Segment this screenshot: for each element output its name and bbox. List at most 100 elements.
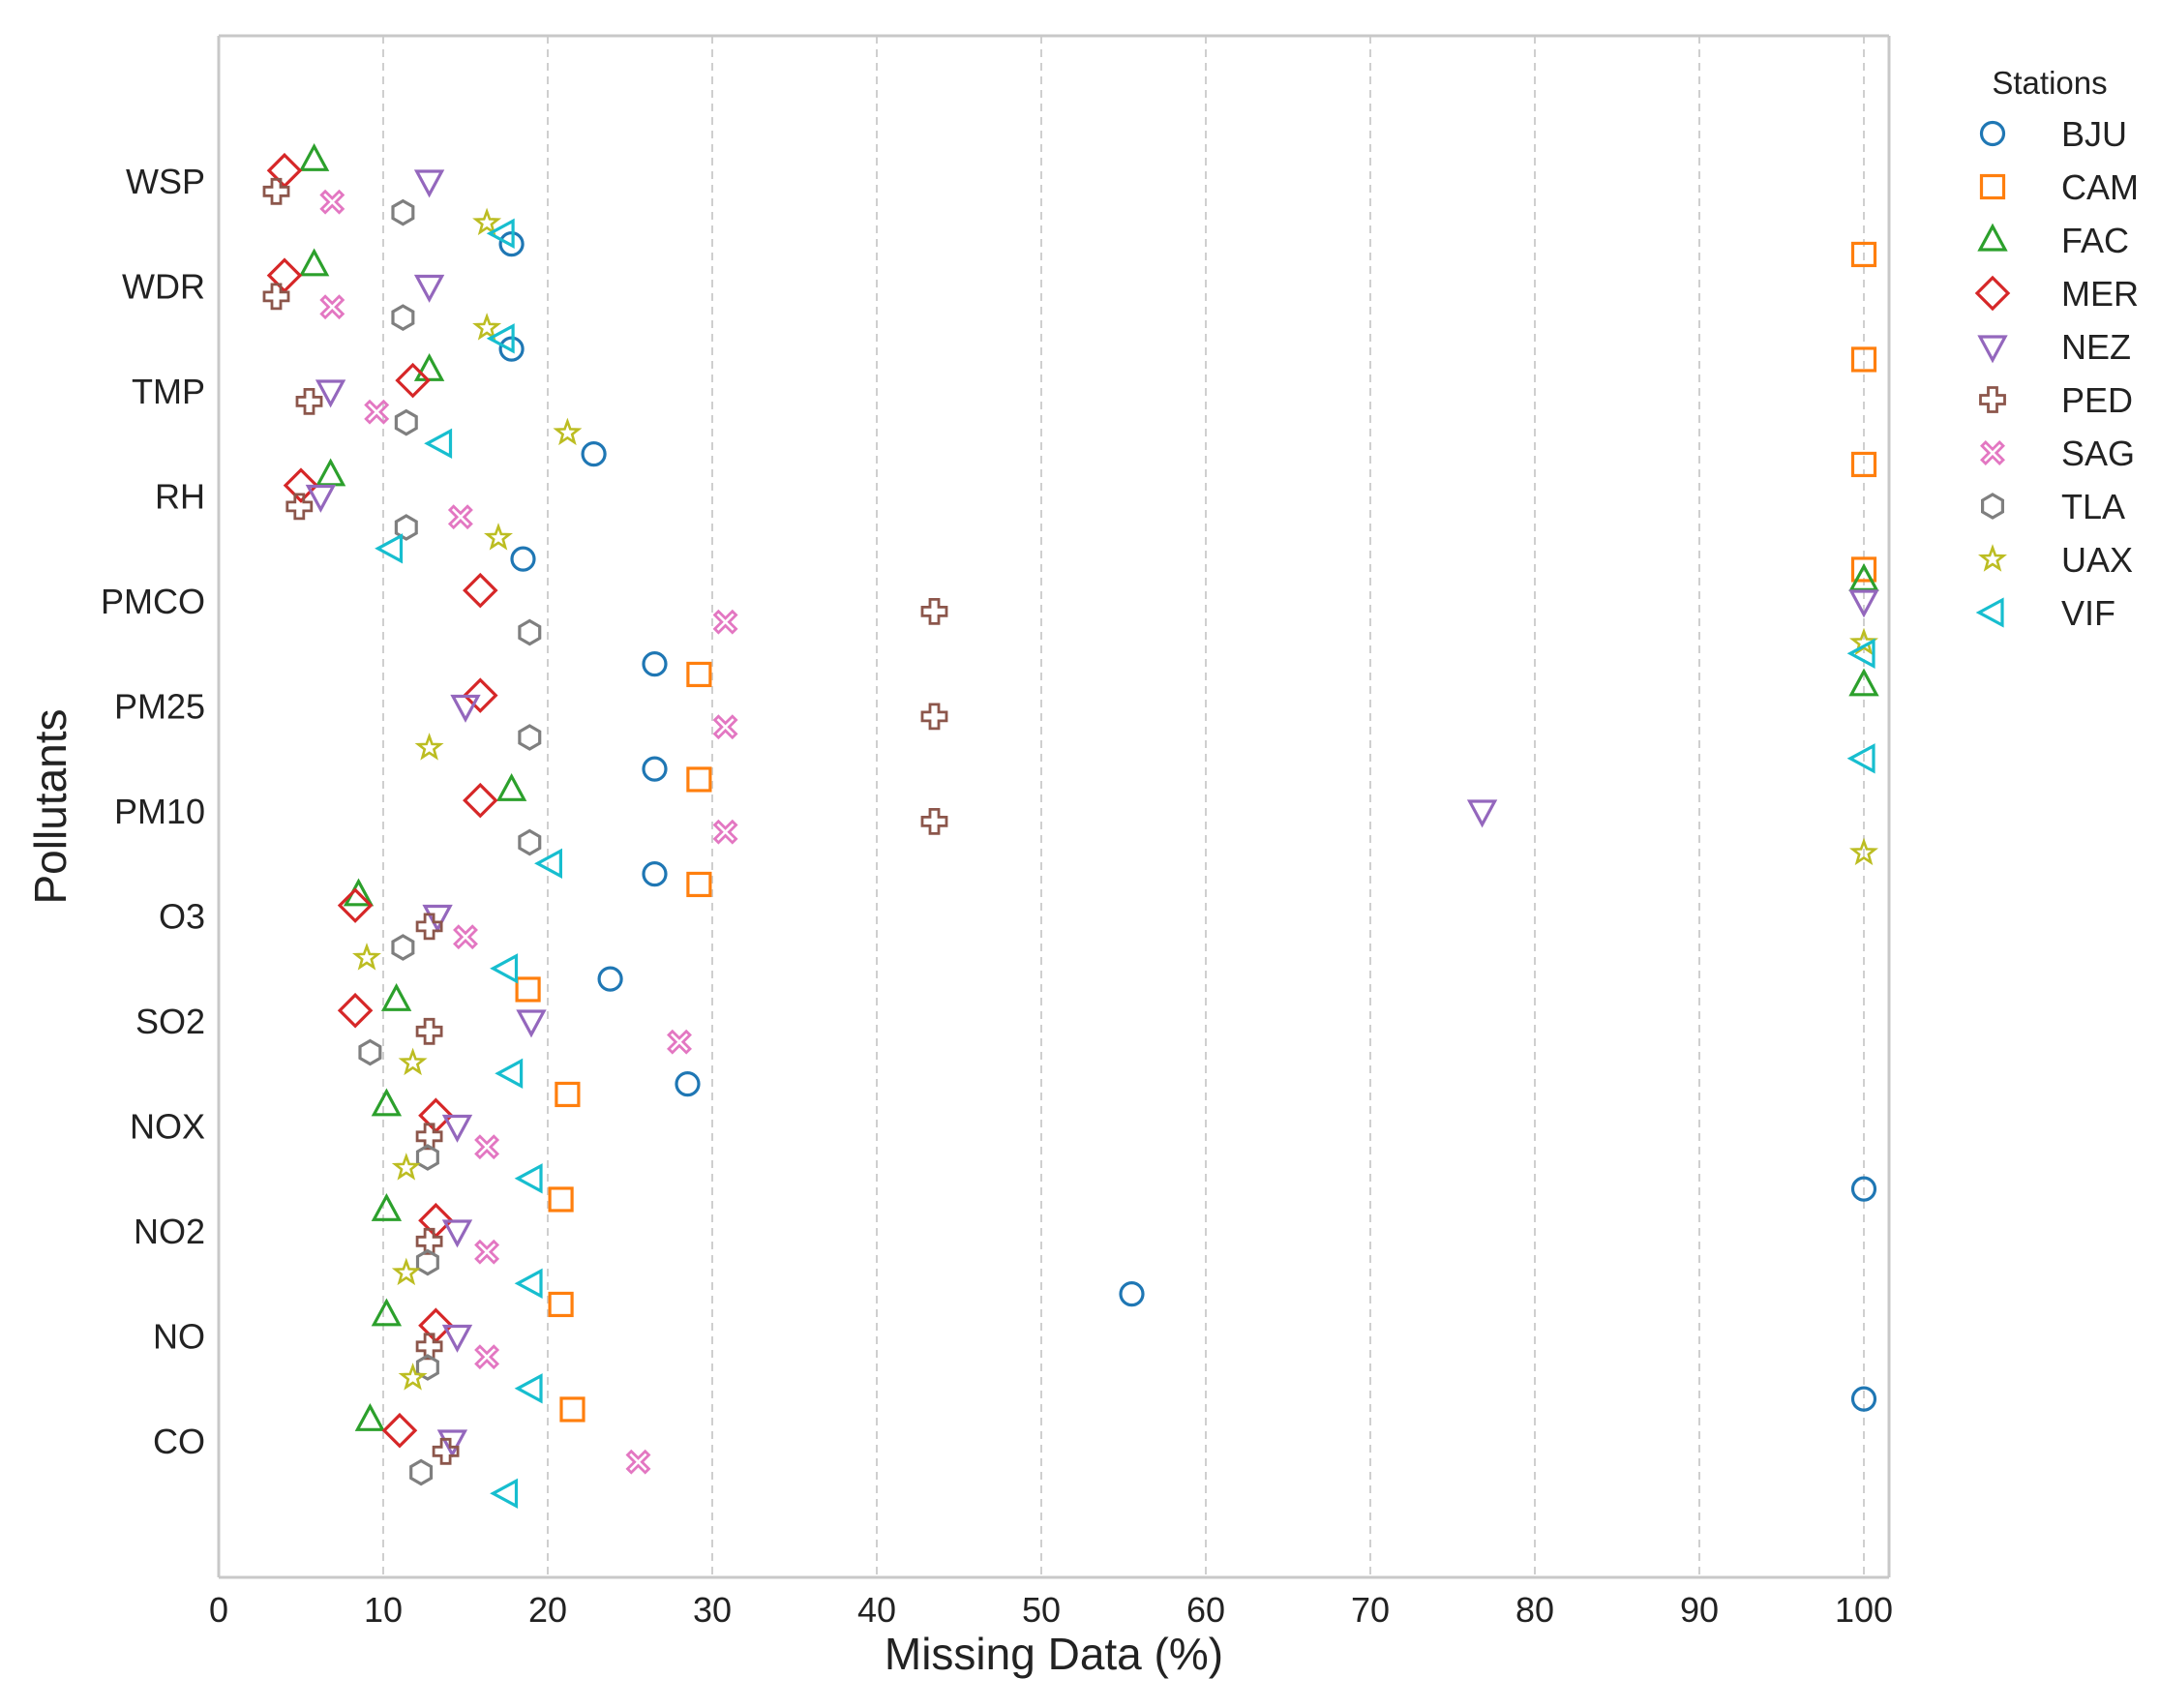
point-sag-co xyxy=(625,1449,651,1475)
point-nez-nox xyxy=(441,1114,473,1143)
legend-marker-vif xyxy=(1975,597,2004,628)
point-tla-co xyxy=(409,1458,434,1486)
point-cam-no xyxy=(548,1291,574,1318)
x-tick-label-20: 20 xyxy=(528,1590,567,1630)
point-vif-rh xyxy=(375,533,404,564)
point-fac-co xyxy=(354,1402,386,1431)
point-sag-pm10 xyxy=(712,819,738,845)
point-tla-pm10 xyxy=(518,828,542,856)
point-tla-wdr xyxy=(391,304,415,331)
point-nez-pm10 xyxy=(1466,799,1498,828)
legend-label-mer: MER xyxy=(2061,274,2139,314)
legend-label-sag: SAG xyxy=(2061,434,2135,473)
point-nez-no2 xyxy=(441,1219,473,1248)
y-tick-label-tmp: TMP xyxy=(132,372,205,411)
x-tick-label-70: 70 xyxy=(1351,1590,1390,1630)
point-sag-pmco xyxy=(712,609,738,635)
point-tla-so2 xyxy=(358,1038,382,1066)
point-uax-wdr xyxy=(472,313,502,341)
point-cam-rh xyxy=(1850,451,1877,478)
point-sag-pm25 xyxy=(712,714,738,740)
legend-marker-nez xyxy=(1977,335,2008,364)
grid-lines xyxy=(382,36,1865,1577)
point-sag-wsp xyxy=(319,189,345,215)
point-vif-pm10 xyxy=(534,848,563,879)
point-cam-pm10 xyxy=(686,766,712,793)
point-cam-tmp xyxy=(1850,346,1877,373)
point-ped-pm25 xyxy=(920,703,948,731)
y-tick-label-rh: RH xyxy=(155,477,205,517)
data-points xyxy=(262,142,1879,1509)
point-vif-wdr xyxy=(486,323,515,354)
point-tla-o3 xyxy=(391,934,415,961)
point-mer-co xyxy=(381,1412,418,1449)
point-fac-no xyxy=(371,1298,403,1327)
point-nez-no xyxy=(441,1324,473,1353)
x-tick-label-60: 60 xyxy=(1186,1590,1225,1630)
y-tick-label-wsp: WSP xyxy=(126,162,205,201)
point-mer-rh xyxy=(283,467,319,503)
legend-marker-sag xyxy=(1980,440,2005,465)
legend-label-fac: FAC xyxy=(2061,221,2129,260)
point-bju-pmco xyxy=(510,546,536,572)
x-tick-label-90: 90 xyxy=(1680,1590,1719,1630)
point-fac-nox xyxy=(371,1088,403,1117)
y-tick-label-nox: NOX xyxy=(130,1107,205,1147)
point-fac-tmp xyxy=(413,352,445,381)
point-uax-no xyxy=(398,1363,428,1391)
point-vif-pm25 xyxy=(1846,743,1875,774)
point-fac-pmco xyxy=(1848,562,1879,591)
point-sag-rh xyxy=(447,504,473,530)
point-fac-pm10 xyxy=(495,772,527,801)
point-ped-wdr xyxy=(262,283,290,311)
point-nez-wdr xyxy=(413,274,445,303)
x-tick-label-0: 0 xyxy=(209,1590,228,1630)
point-cam-wdr xyxy=(1850,241,1877,268)
point-mer-so2 xyxy=(337,992,374,1029)
y-tick-label-pmco: PMCO xyxy=(101,582,205,621)
point-cam-no2 xyxy=(548,1186,574,1213)
point-mer-wdr xyxy=(266,257,303,293)
x-tick-label-100: 100 xyxy=(1835,1590,1893,1630)
point-fac-pm25 xyxy=(1848,668,1879,697)
point-sag-so2 xyxy=(667,1029,692,1055)
point-tla-tmp xyxy=(394,408,418,436)
point-tla-wsp xyxy=(391,198,415,226)
point-bju-no xyxy=(1119,1280,1145,1307)
point-sag-no xyxy=(474,1344,500,1370)
x-axis-title: Missing Data (%) xyxy=(885,1629,1223,1679)
legend-label-nez: NEZ xyxy=(2061,327,2131,367)
point-bju-co xyxy=(1850,1386,1877,1412)
point-uax-wsp xyxy=(472,207,502,236)
legend-label-bju: BJU xyxy=(2061,114,2127,154)
point-sag-o3 xyxy=(453,924,478,950)
x-tick-label-40: 40 xyxy=(857,1590,896,1630)
y-tick-label-co: CO xyxy=(153,1422,205,1461)
x-tick-label-30: 30 xyxy=(693,1590,732,1630)
point-bju-o3 xyxy=(642,860,668,887)
point-bju-nox xyxy=(675,1070,701,1097)
point-nez-pmco xyxy=(1848,589,1879,618)
point-sag-no2 xyxy=(474,1239,500,1265)
point-vif-wsp xyxy=(486,218,515,249)
point-sag-wdr xyxy=(319,294,345,320)
point-nez-rh xyxy=(305,484,337,513)
point-cam-nox xyxy=(555,1081,581,1108)
point-nez-wsp xyxy=(413,169,445,198)
point-bju-so2 xyxy=(597,966,623,992)
legend-marker-bju xyxy=(1979,120,2006,147)
point-bju-pm10 xyxy=(642,756,668,782)
legend-label-vif: VIF xyxy=(2061,593,2115,633)
y-tick-label-pm25: PM25 xyxy=(114,687,205,727)
point-ped-wsp xyxy=(262,177,290,205)
point-fac-so2 xyxy=(380,982,412,1011)
point-cam-o3 xyxy=(686,871,712,898)
point-tla-pmco xyxy=(518,618,542,646)
y-axis-ticks: WSP WDR TMP RH PMCO PM25 PM10 O3 SO2 NOX NO2 NO CO xyxy=(101,162,205,1461)
x-tick-label-10: 10 xyxy=(364,1590,403,1630)
point-uax-pm25 xyxy=(414,733,444,761)
point-nez-o3 xyxy=(422,904,453,933)
legend-label-uax: UAX xyxy=(2061,540,2133,580)
point-mer-pmco xyxy=(463,572,498,609)
